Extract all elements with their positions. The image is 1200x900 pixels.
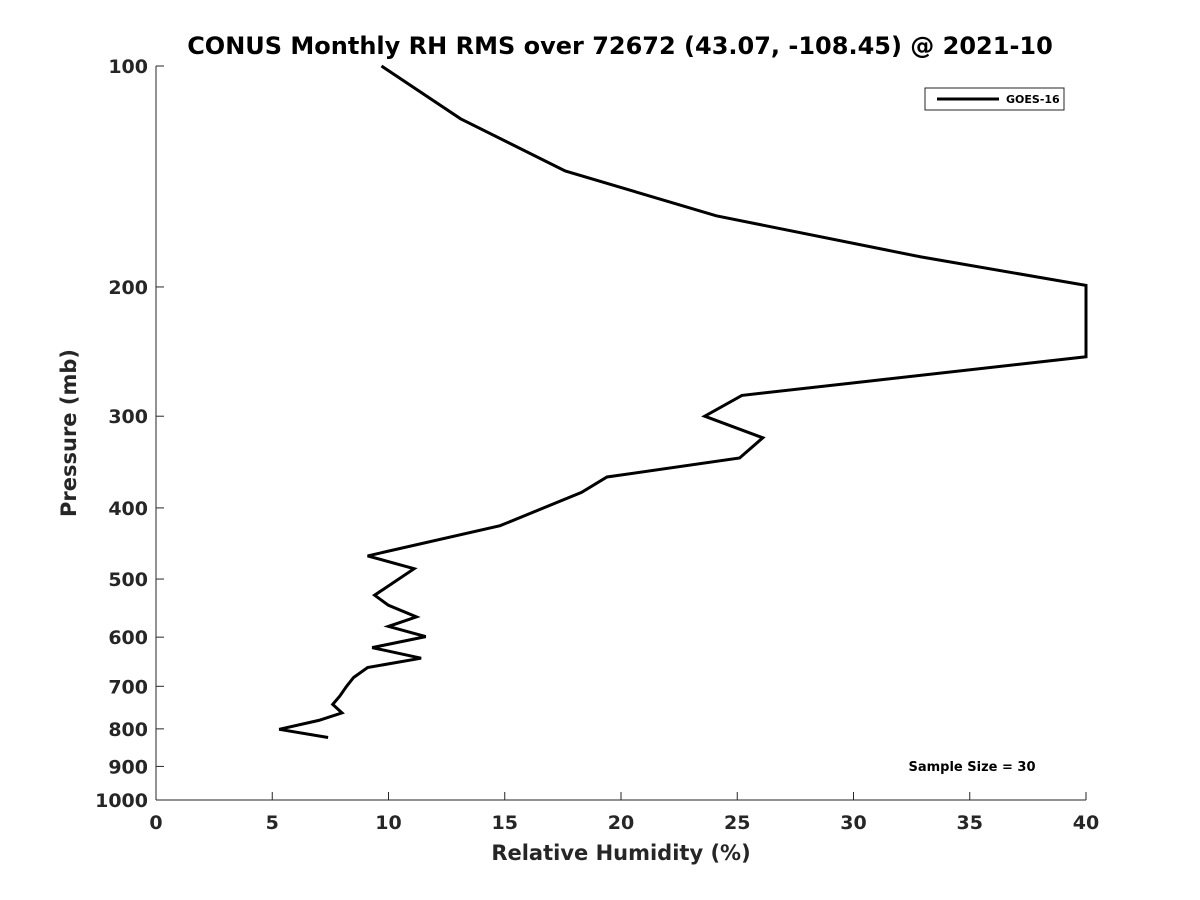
x-tick-label: 40 — [1073, 812, 1099, 834]
y-tick-label: 1000 — [95, 790, 148, 812]
y-tick-label: 800 — [108, 719, 148, 741]
x-tick-label: 25 — [724, 812, 750, 834]
series-line-goes-16 — [278, 64, 1088, 739]
legend-label-goes-16: GOES-16 — [1006, 93, 1060, 106]
series-layer — [278, 64, 1088, 739]
y-tick-label: 200 — [108, 277, 148, 299]
y-tick-label: 700 — [108, 676, 148, 698]
y-tick-label: 300 — [108, 406, 148, 428]
x-tick-label: 5 — [266, 812, 279, 834]
x-tick-label: 30 — [840, 812, 866, 834]
x-tick-label: 10 — [375, 812, 401, 834]
x-axis-ticks: 0 5 10 15 20 25 30 35 40 — [149, 792, 1099, 834]
chart-title: CONUS Monthly RH RMS over 72672 (43.07, … — [187, 32, 1053, 60]
legend: GOES-16 — [924, 87, 1065, 111]
x-tick-label: 20 — [608, 812, 634, 834]
sample-size-annotation: Sample Size = 30 — [908, 760, 1035, 775]
y-tick-label: 100 — [108, 56, 148, 78]
y-tick-label: 400 — [108, 498, 148, 520]
y-axis-label: Pressure (mb) — [57, 349, 81, 517]
y-axis-ticks: 100 200 300 400 500 600 700 800 900 1000 — [95, 56, 164, 812]
x-tick-label: 15 — [492, 812, 518, 834]
y-tick-label: 500 — [108, 569, 148, 591]
y-tick-label: 900 — [108, 756, 148, 778]
x-axis-label: Relative Humidity (%) — [491, 841, 750, 865]
y-tick-label: 600 — [108, 627, 148, 649]
x-tick-label: 0 — [149, 812, 162, 834]
x-tick-label: 35 — [957, 812, 983, 834]
